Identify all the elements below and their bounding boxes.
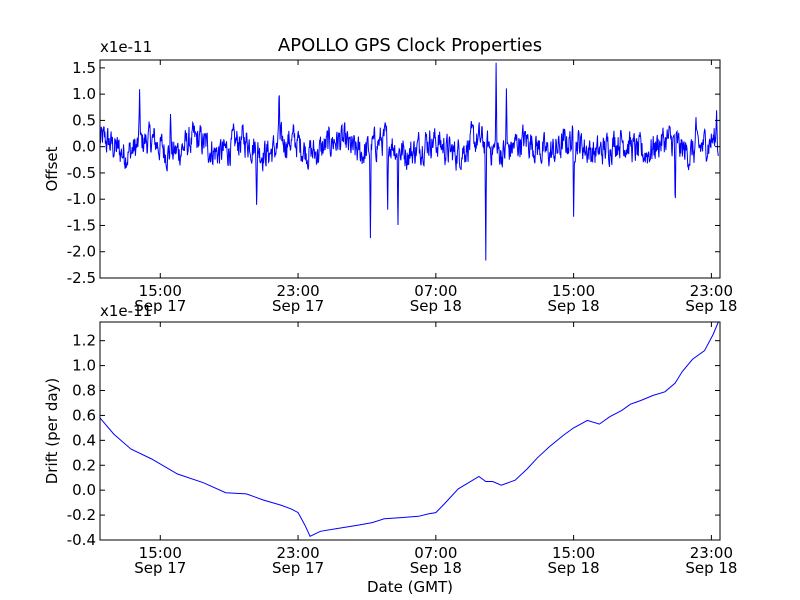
drift-xtick-date: Sep 17: [272, 559, 324, 577]
offset-xtick-time: 15:00: [552, 282, 595, 300]
drift-ytick-label: -0.2: [67, 506, 96, 524]
offset-ytick-label: 1.5: [72, 59, 96, 77]
drift-series-line: [99, 321, 719, 537]
drift-xtick-time: 15:00: [552, 544, 595, 562]
drift-ytick-label: 1.2: [72, 332, 96, 350]
offset-xtick-date: Sep 18: [685, 297, 737, 315]
drift-x-label: Date (GMT): [367, 578, 453, 596]
offset-ytick-label: -2.5: [67, 269, 96, 287]
offset-xtick-date: Sep 17: [134, 297, 186, 315]
offset-y-multiplier: x1e-11: [100, 38, 152, 56]
offset-ytick-label: -0.5: [67, 164, 96, 182]
drift-ytick-label: 0.6: [72, 406, 96, 424]
drift-xtick-date: Sep 18: [548, 559, 600, 577]
drift-ytick-label: -0.4: [67, 531, 96, 549]
drift-ytick-label: 0.2: [72, 456, 96, 474]
offset-xtick-time: 23:00: [690, 282, 733, 300]
offset-ytick-label: 1.0: [72, 85, 96, 103]
offset-xtick-time: 15:00: [139, 282, 182, 300]
offset-y-label: Offset: [43, 146, 61, 191]
drift-xtick-time: 15:00: [139, 544, 182, 562]
offset-ytick-label: -1.5: [67, 216, 96, 234]
offset-series-line: [99, 62, 719, 261]
chart-title: APOLLO GPS Clock Properties: [278, 35, 542, 56]
drift-xtick-time: 23:00: [276, 544, 319, 562]
drift-xtick-date: Sep 18: [410, 559, 462, 577]
drift-xtick-time: 23:00: [690, 544, 733, 562]
drift-xtick-time: 07:00: [414, 544, 457, 562]
offset-ytick-label: 0.0: [72, 138, 96, 156]
offset-xtick-time: 23:00: [276, 282, 319, 300]
drift-ytick-label: 0.8: [72, 382, 96, 400]
drift-ytick-label: 0.4: [72, 431, 96, 449]
offset-plot-background: [100, 60, 720, 278]
offset-plot-area: [99, 62, 719, 261]
drift-xtick-date: Sep 18: [685, 559, 737, 577]
drift-xtick-date: Sep 17: [134, 559, 186, 577]
offset-xtick-time: 07:00: [414, 282, 457, 300]
drift-ytick-label: 1.0: [72, 357, 96, 375]
offset-xtick-date: Sep 18: [410, 297, 462, 315]
offset-ytick-label: -1.0: [67, 190, 96, 208]
offset-ytick-label: -2.0: [67, 243, 96, 261]
offset-ytick-label: 0.5: [72, 111, 96, 129]
drift-plot-background: [100, 322, 720, 540]
drift-ytick-label: 0.0: [72, 481, 96, 499]
offset-plot-frame: [99, 59, 721, 279]
drift-panel: x1e-11 -0.4 -0.2 0.0 0.2 0.4 0.6 0.8 1.0 1.2 15:…: [43, 302, 737, 596]
drift-plot-frame: [99, 321, 721, 541]
drift-y-ticks: -0.4 -0.2 0.0 0.2 0.4 0.6 0.8 1.0 1.2: [67, 332, 720, 549]
drift-plot-area: [99, 321, 719, 537]
offset-xtick-date: Sep 17: [272, 297, 324, 315]
drift-y-multiplier: x1e-11: [100, 302, 152, 320]
drift-y-label: Drift (per day): [43, 378, 61, 485]
offset-y-ticks: -2.5 -2.0 -1.5 -1.0 -0.5 0.0 0.5 1.0 1.5: [67, 59, 720, 287]
offset-xtick-date: Sep 18: [548, 297, 600, 315]
offset-panel: APOLLO GPS Clock Properties x1e-11 -2.5-…: [43, 35, 737, 315]
